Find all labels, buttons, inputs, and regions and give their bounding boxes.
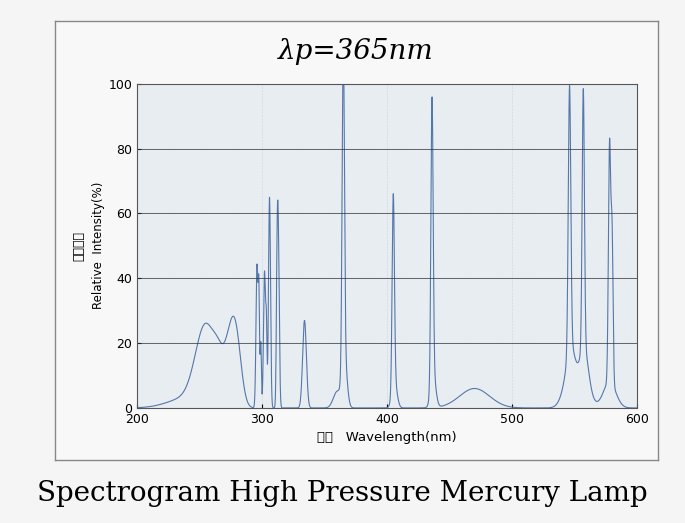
X-axis label: 波长   Wavelength(nm): 波长 Wavelength(nm) [317, 431, 457, 445]
Y-axis label: Relative  Intensity(%): Relative Intensity(%) [92, 182, 105, 310]
Text: 相对强度: 相对强度 [73, 231, 85, 261]
Text: λp=365nm: λp=365nm [278, 38, 434, 65]
Text: Spectrogram High Pressure Mercury Lamp: Spectrogram High Pressure Mercury Lamp [37, 480, 648, 507]
